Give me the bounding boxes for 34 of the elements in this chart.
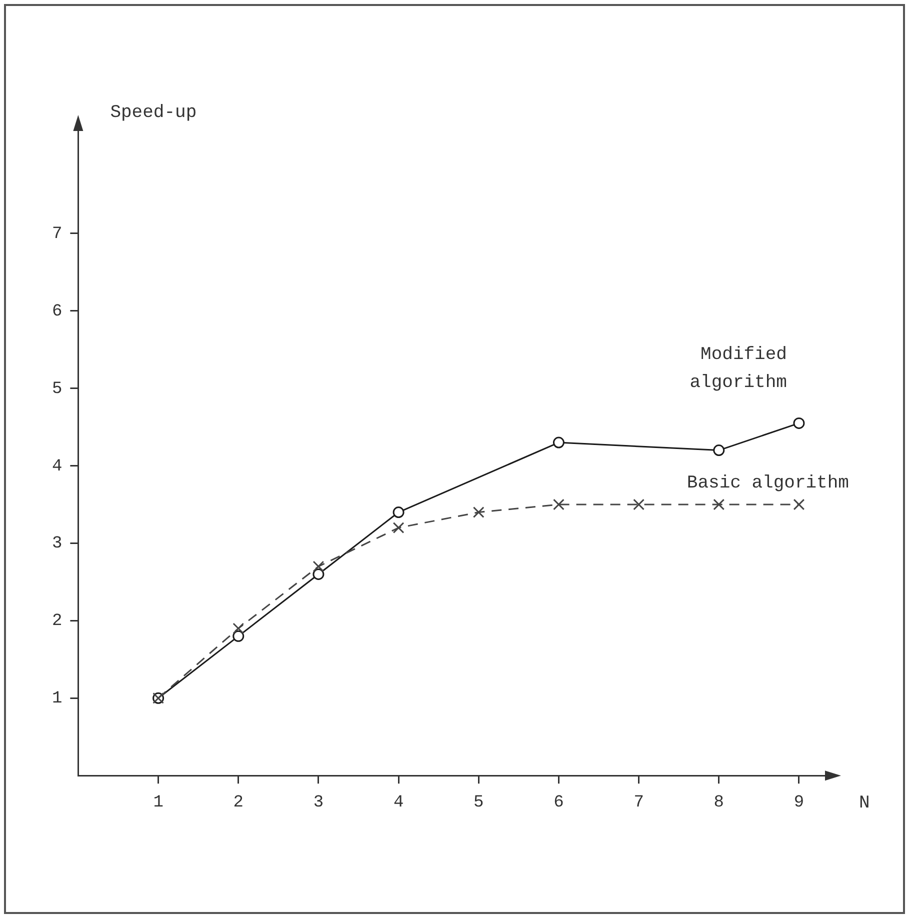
point	[633, 498, 644, 510]
point	[232, 622, 244, 634]
series-label: Basic algorithm	[686, 474, 849, 494]
y-tick-label: 3	[52, 534, 62, 554]
point	[793, 417, 805, 429]
x-tick-label: 4	[393, 793, 404, 812]
point	[553, 498, 564, 510]
point	[552, 436, 564, 448]
y-tick-label: 2	[52, 612, 62, 632]
y-tick-label: 5	[52, 380, 62, 399]
x-tick-label: 7	[634, 793, 644, 812]
x-tick-label: 3	[313, 793, 324, 812]
point	[713, 498, 725, 510]
x-tick-label: 6	[554, 793, 564, 812]
x-tick-label: 1	[153, 793, 164, 812]
series-label: Modified algorithm	[690, 345, 787, 394]
y-tick-label: 4	[52, 457, 62, 476]
point	[312, 560, 324, 572]
y-axis-title: Speed-up	[110, 103, 197, 123]
x-axis-title: N	[859, 794, 870, 814]
point	[392, 506, 404, 518]
x-tick-label: 2	[233, 793, 244, 812]
point	[312, 568, 324, 580]
y-tick-label: 7	[52, 224, 62, 244]
point	[232, 630, 244, 642]
point	[392, 522, 404, 534]
y-tick-label: 6	[52, 302, 62, 322]
point	[472, 506, 484, 518]
x-tick-label: 5	[474, 793, 484, 812]
y-tick-label: 1	[52, 690, 62, 709]
x-tick-label: 9	[794, 793, 804, 812]
point	[793, 498, 805, 510]
point	[713, 444, 725, 456]
x-tick-label: 8	[714, 793, 724, 812]
